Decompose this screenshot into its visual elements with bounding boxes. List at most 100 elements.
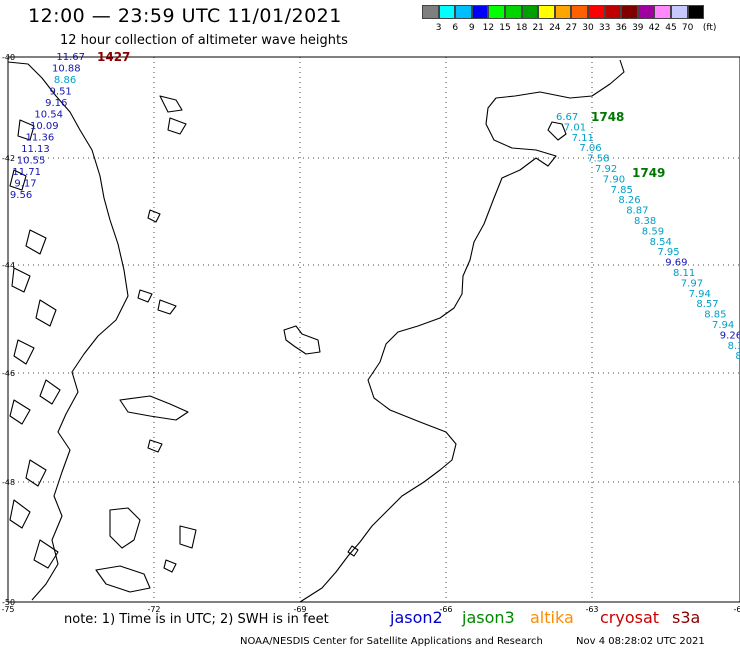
wave-height-label: 9.51 bbox=[50, 87, 72, 98]
wave-height-label: 9.56 bbox=[10, 190, 32, 201]
legend-swatch bbox=[471, 5, 489, 19]
wave-height-label: 11.71 bbox=[12, 167, 41, 178]
latitude-label: -40 bbox=[2, 53, 15, 62]
longitude-labels: -75 -72 -69 -66 -63 -60 bbox=[1, 605, 740, 614]
legend-unit: (ft) bbox=[702, 23, 717, 33]
wave-height-label: 8.85 bbox=[704, 310, 726, 321]
satellite-legend-item: s3a bbox=[672, 608, 701, 627]
legend-level-label: 12 bbox=[482, 23, 495, 33]
legend-swatch bbox=[687, 5, 705, 19]
legend-level-label: 21 bbox=[532, 23, 544, 33]
legend-level-label: 45 bbox=[665, 23, 677, 33]
latitude-label: -46 bbox=[2, 369, 15, 378]
wave-height-label: 11.67 bbox=[56, 52, 85, 63]
wave-height-label: 7.11 bbox=[572, 133, 594, 144]
latitude-label: -42 bbox=[2, 154, 15, 163]
satellite-legend-item: altika bbox=[530, 608, 574, 627]
legend-level-label: 42 bbox=[648, 23, 661, 33]
map-frame bbox=[7, 56, 740, 603]
valdes-peninsula bbox=[547, 121, 567, 141]
satellite-legend-item: jason2 bbox=[390, 608, 443, 627]
wave-height-label: 9.17 bbox=[14, 179, 36, 190]
pass-time-label: 1749 bbox=[632, 166, 665, 180]
pass-time-label: 1748 bbox=[591, 110, 624, 124]
wave-height-label: 7.94 bbox=[689, 289, 711, 300]
wave-height-label: 7.95 bbox=[657, 247, 679, 258]
legend-swatch bbox=[654, 5, 671, 19]
latitude-label: -48 bbox=[2, 478, 15, 487]
wave-height-label: 7.92 bbox=[595, 164, 617, 175]
wave-height-label: 8.26 bbox=[618, 195, 640, 206]
longitude-label: -72 bbox=[147, 605, 160, 614]
legend-swatch bbox=[671, 5, 688, 19]
chile-coastline bbox=[7, 61, 129, 601]
legend-swatch bbox=[521, 5, 539, 19]
latitude-labels: -40 -42 -44 -46 -48 -50 bbox=[2, 53, 15, 607]
legend-swatch bbox=[505, 5, 522, 19]
legend-level-label: 24 bbox=[549, 23, 561, 33]
wave-height-label: 8.36 bbox=[728, 341, 740, 352]
legend-swatch bbox=[637, 5, 655, 19]
wave-height-label: 11.36 bbox=[26, 133, 55, 144]
credit-line: NOAA/NESDIS Center for Satellite Applica… bbox=[240, 636, 543, 647]
legend-swatch bbox=[538, 5, 555, 19]
wave-height-label: 8.38 bbox=[634, 216, 656, 227]
wave-height-label: 8.54 bbox=[650, 237, 672, 248]
legend-level-label: 36 bbox=[615, 23, 627, 33]
wave-height-label: 11.13 bbox=[21, 144, 50, 155]
wave-height-label: 7.97 bbox=[681, 278, 703, 289]
wave-height-label: 7.90 bbox=[603, 174, 625, 185]
wave-height-label: 7.85 bbox=[611, 185, 633, 196]
wave-height-label: 7.58 bbox=[587, 154, 609, 165]
legend-level-label: 15 bbox=[499, 23, 511, 33]
latitude-label: -50 bbox=[2, 598, 15, 607]
lat-lon-grid bbox=[8, 57, 740, 602]
wave-height-label: 8.57 bbox=[696, 299, 718, 310]
legend-swatch bbox=[422, 5, 439, 19]
legend-level-label: 33 bbox=[598, 23, 611, 33]
wave-height-label: 8.70 bbox=[735, 351, 740, 362]
latitude-label: -44 bbox=[2, 261, 15, 270]
wave-height-label: 8.86 bbox=[54, 75, 76, 86]
falkland-like-islet bbox=[283, 325, 321, 355]
wave-height-label: 8.11 bbox=[673, 268, 695, 279]
legend-swatch bbox=[488, 5, 505, 19]
legend-level-label: 30 bbox=[582, 23, 594, 33]
legend-swatch bbox=[438, 5, 456, 19]
longitude-label: -66 bbox=[439, 605, 452, 614]
wave-height-label: 9.69 bbox=[665, 258, 687, 269]
satellite-legend-item: cryosat bbox=[600, 608, 660, 627]
legend-level-label: 18 bbox=[515, 23, 528, 33]
legend-swatch bbox=[455, 5, 472, 19]
wave-height-label: 9.16 bbox=[45, 98, 67, 109]
coastline bbox=[7, 59, 625, 603]
argentina-coastline bbox=[299, 59, 625, 603]
longitude-label: -63 bbox=[585, 605, 598, 614]
longitude-label: -75 bbox=[1, 605, 14, 614]
wave-height-label: 10.54 bbox=[34, 110, 63, 121]
wave-height-label: 10.09 bbox=[30, 121, 59, 132]
legend-swatch bbox=[621, 5, 638, 19]
legend-level-label: 3 bbox=[435, 23, 442, 33]
satellite-legend-item: jason3 bbox=[462, 608, 515, 627]
legend-swatch bbox=[588, 5, 605, 19]
legend-swatch bbox=[554, 5, 572, 19]
track-labels: 11.6710.888.869.519.1610.5410.0911.3611.… bbox=[10, 50, 740, 362]
wave-height-label: 7.94 bbox=[712, 320, 734, 331]
wave-height-label: 7.06 bbox=[579, 143, 601, 154]
generated-timestamp: Nov 4 08:28:02 UTC 2021 bbox=[576, 636, 705, 647]
legend-level-label: 6 bbox=[452, 23, 459, 33]
wave-height-label: 10.88 bbox=[52, 64, 81, 75]
longitude-label: -69 bbox=[293, 605, 306, 614]
legend-level-label: 70 bbox=[681, 23, 694, 33]
longitude-label: -60 bbox=[733, 605, 740, 614]
wave-height-label: 8.59 bbox=[642, 226, 664, 237]
wave-height-label: 7.01 bbox=[564, 122, 586, 133]
page-subtitle: 12 hour collection of altimeter wave hei… bbox=[60, 33, 348, 48]
wave-height-label: 10.55 bbox=[17, 156, 46, 167]
legend-level-label: 27 bbox=[565, 23, 578, 33]
wave-height-label: 9.26 bbox=[720, 330, 740, 341]
wave-height-label: 8.87 bbox=[626, 206, 648, 217]
legend-level-label: 9 bbox=[468, 23, 475, 33]
